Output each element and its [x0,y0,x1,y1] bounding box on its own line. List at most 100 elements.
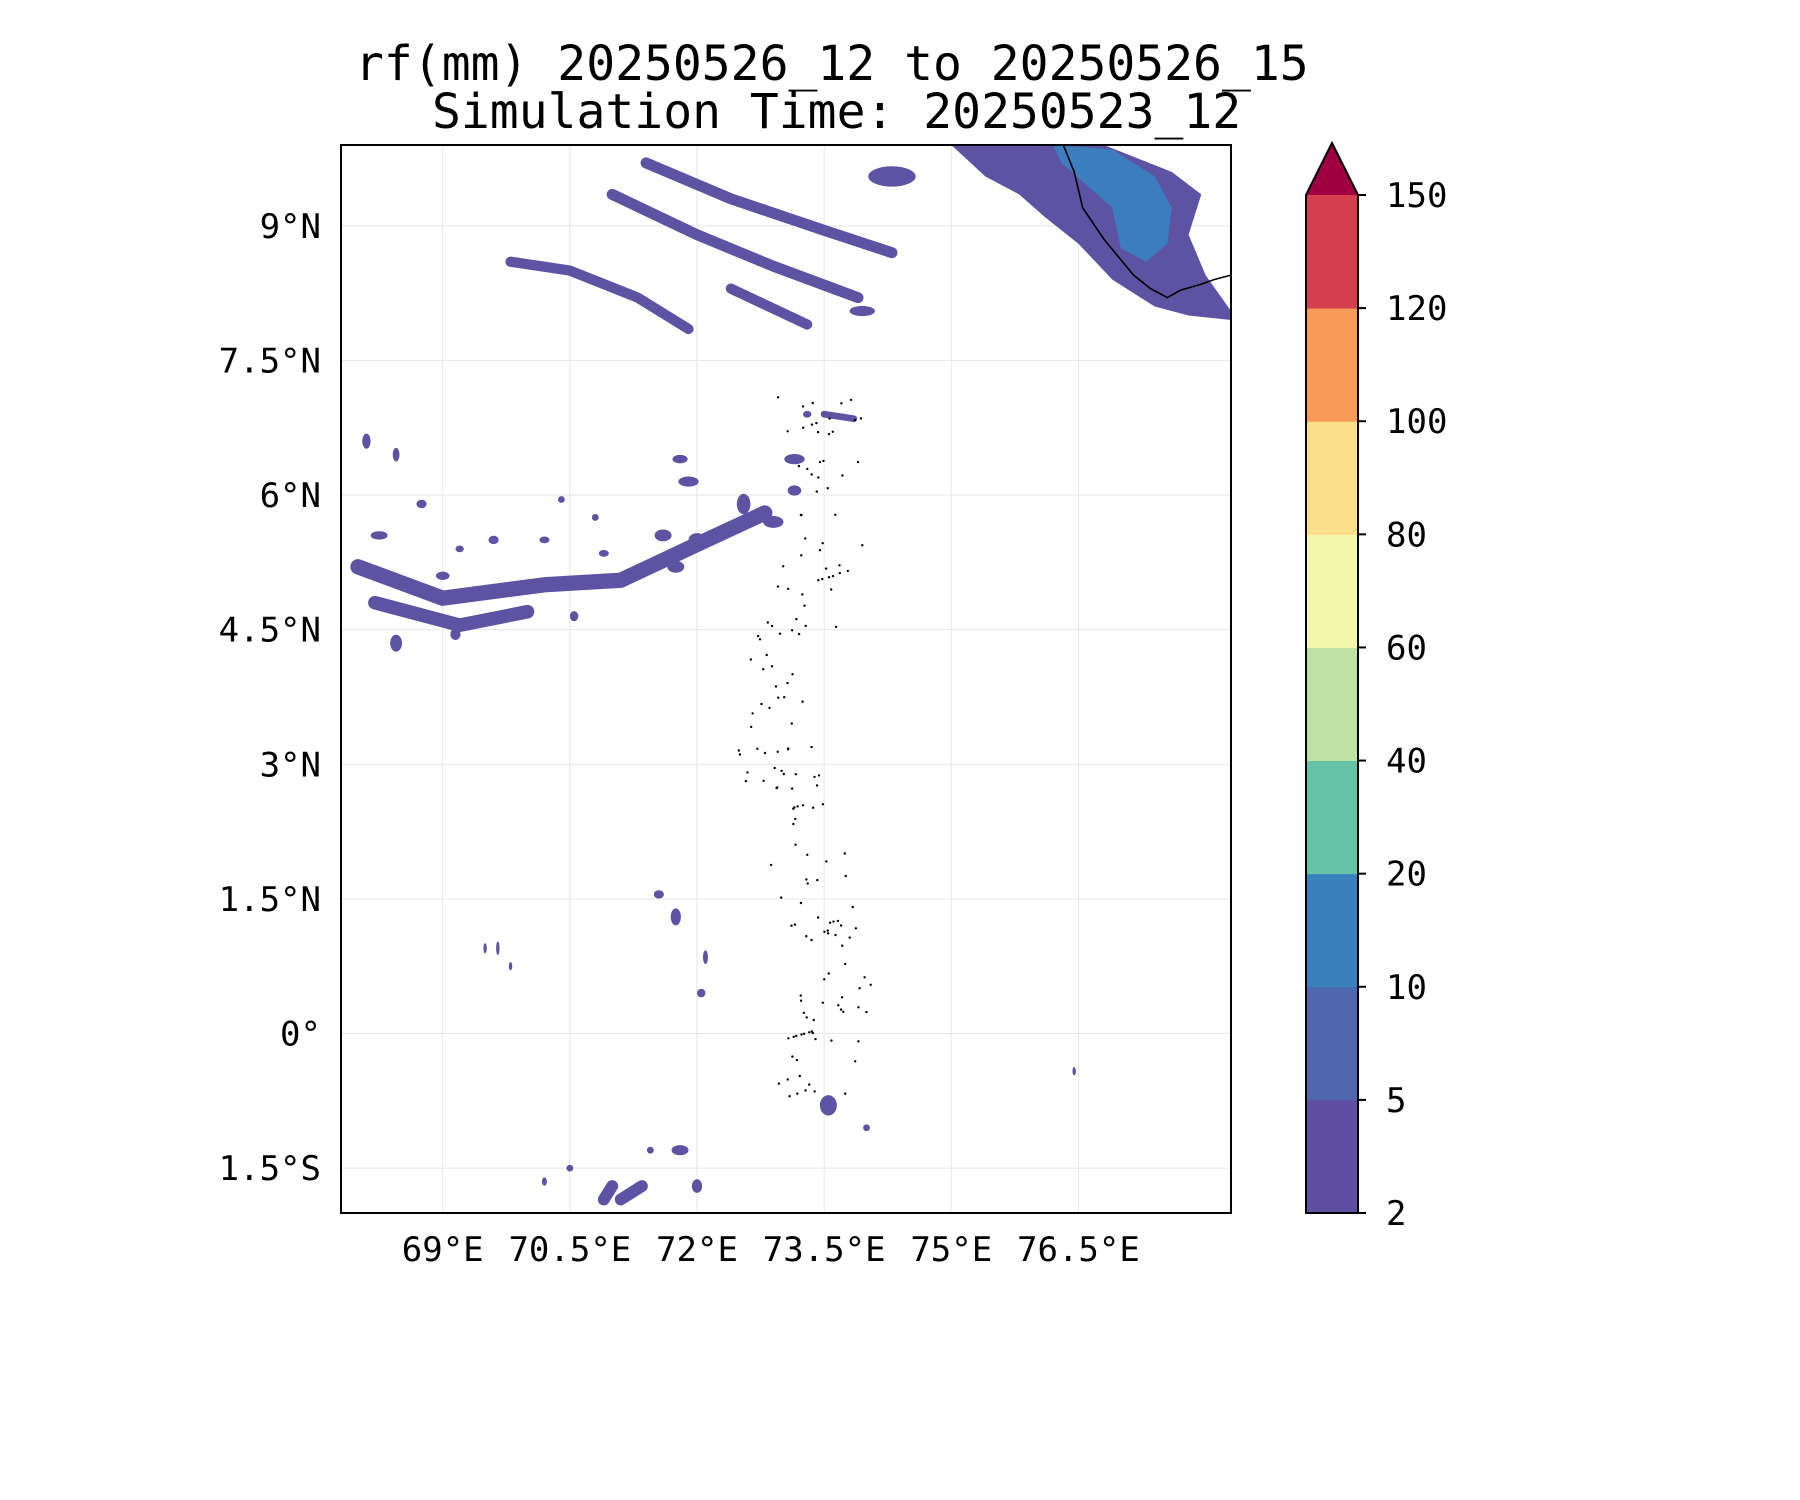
gridlines [341,145,1231,1213]
rain-region-coast-core [1053,145,1172,262]
island-dot [859,417,863,420]
x-tick-label: 70.5°E [508,1230,631,1270]
island-dot [834,933,837,937]
colorbar-tick-label: 80 [1386,515,1427,555]
rain-blob [370,531,388,540]
island-dot [817,579,820,582]
rain-streak [597,1180,619,1206]
island-dot [848,936,851,939]
island-dot [857,1040,860,1043]
y-tick-label: 9°N [260,207,321,247]
island-dot [795,618,798,621]
island-dot [792,822,795,826]
island-dot [858,987,861,990]
island-dot [810,423,814,426]
island-dot [815,490,818,493]
island-dot [806,853,809,856]
island-dot [827,972,830,975]
y-tick-label: 3°N [260,745,321,785]
island-dot [803,604,806,607]
island-dot [854,927,858,930]
island-dot [844,962,847,966]
island-dot [814,1037,817,1041]
island-dot [831,430,834,433]
island-dot [853,418,857,422]
rain-blob [736,493,751,515]
island-dot [773,766,776,770]
maldives-islands [737,396,872,1098]
rain-streak [505,256,694,335]
rain-streak [725,283,813,330]
island-dot [830,1039,833,1042]
island-dot [838,564,841,567]
island-dot [794,843,797,846]
rain-streak [640,157,898,259]
island-dot [821,1001,824,1004]
rain-blob [392,447,400,462]
rain-streak [350,505,773,606]
island-dot [804,537,807,540]
rain-blob [598,549,609,557]
y-tick-label: 7.5°N [219,341,321,381]
island-dot [827,432,831,436]
island-dot [812,1018,815,1022]
island-dot [818,460,822,464]
colorbar-segment [1306,1099,1358,1214]
island-dot [816,430,820,434]
island-dot [806,882,809,885]
x-tick-label: 72°E [656,1230,738,1270]
colorbar-tick-label: 100 [1386,402,1447,442]
island-dot [834,625,838,629]
island-dot [827,576,831,579]
island-dot [796,805,799,808]
island-dot [849,398,853,402]
island-dot [821,803,825,806]
island-dot [780,769,783,773]
rain-blob [539,536,550,544]
island-dot [738,753,742,756]
island-dot [762,779,765,782]
island-dot [842,1010,845,1013]
island-dot [778,632,782,635]
island-dot [798,1074,801,1078]
rain-blob [557,496,565,503]
island-dot [787,1037,790,1040]
island-dot [737,749,740,752]
rain-blob [671,1145,689,1156]
island-dot [794,817,797,821]
colorbar-tick-label: 120 [1386,289,1447,329]
island-dot [786,430,789,433]
island-dot [810,473,813,476]
island-dot [787,747,790,750]
island-dot [839,924,843,927]
y-tick-label: 4.5°N [219,611,321,651]
island-dot [839,1008,843,1011]
island-dot [786,1078,789,1081]
island-dot [782,772,785,776]
island-dot [844,874,847,878]
island-dot [846,569,849,573]
x-axis-ticks: 69°E 70.5°E 72°E 73.5°E 75°E 76.5°E [402,1230,1140,1270]
island-dot [796,1092,799,1095]
colorbar-segment [1306,308,1358,422]
island-dot [770,624,774,628]
island-dot [766,621,769,624]
colorbar: 2 5 10 20 40 60 80 100 120 150 [1305,140,1447,1234]
island-dot [782,565,785,568]
island-dot [869,983,872,986]
rain-blob [653,890,664,899]
island-dot [797,464,801,468]
island-dot [790,787,794,790]
rain-blob [691,1179,703,1193]
rain-blob [787,485,802,496]
island-dot [826,932,830,935]
rain-blob [678,476,699,487]
rain-blob [849,305,875,317]
colorbar-extend-arrow [1306,143,1358,195]
colorbar-tick-label: 2 [1386,1194,1406,1234]
island-dot [793,806,796,809]
x-tick-label: 75°E [910,1230,992,1270]
island-dot [744,779,748,783]
island-dot [801,700,804,703]
rain-blob [802,410,812,418]
